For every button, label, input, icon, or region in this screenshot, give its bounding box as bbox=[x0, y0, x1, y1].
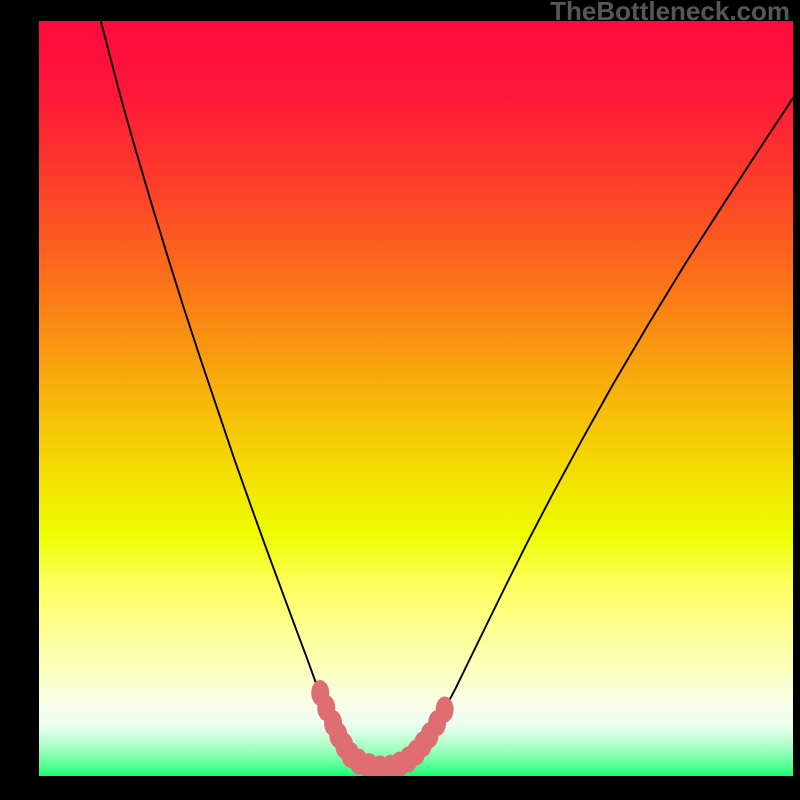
plot-background bbox=[39, 21, 793, 776]
bottleneck-curve-chart bbox=[0, 0, 800, 800]
curve-marker bbox=[436, 697, 454, 723]
watermark-text: TheBottleneck.com bbox=[550, 0, 790, 27]
